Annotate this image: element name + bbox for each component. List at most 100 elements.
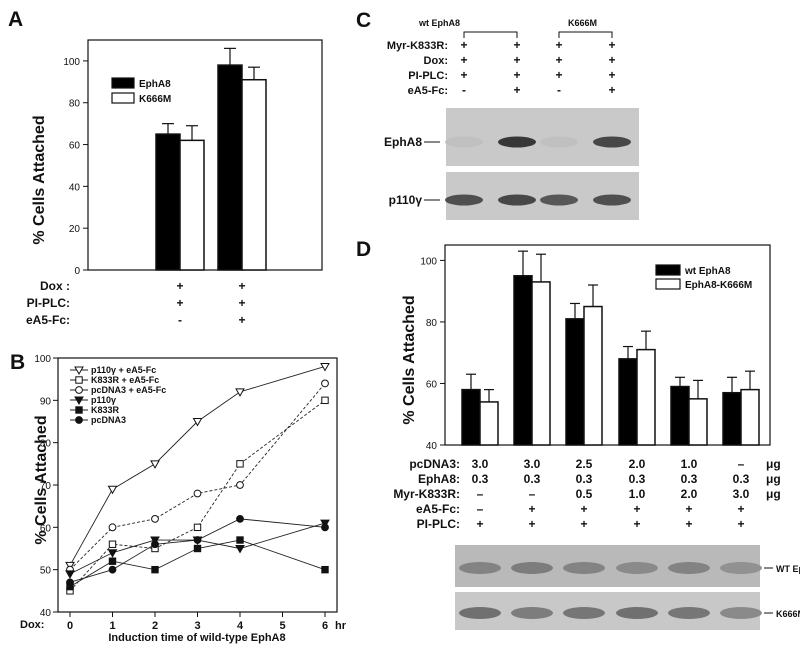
panel-b-data-point <box>151 514 159 523</box>
panel-a-ytick-label: 80 <box>69 99 81 110</box>
panel-d-bar <box>565 318 585 446</box>
panel-d-condition-value: + <box>580 502 587 516</box>
panel-d-blot-band <box>616 562 658 574</box>
panel-d-condition-unit: μg <box>766 472 781 486</box>
panel-d-condition-value: + <box>580 517 587 531</box>
panel-c-label: C <box>356 9 371 32</box>
panel-b-ytick-label: 70 <box>40 481 52 492</box>
panel-b-legend-label: pcDNA3 <box>91 415 126 425</box>
panel-d-bar <box>513 275 533 446</box>
panel-b-series-line <box>69 522 326 575</box>
panel-b-x-unit: hr <box>335 620 347 632</box>
panel-d-ytick-label: 60 <box>426 379 438 390</box>
panel-c-bracket-k666m <box>558 31 613 38</box>
panel-c-condition-value: + <box>460 53 467 67</box>
panel-b-data-point <box>236 460 244 468</box>
panel-c-condition-value: + <box>513 68 520 82</box>
panel-c-condition-value: + <box>555 53 562 67</box>
panel-d-blot-label: K666M <box>776 609 800 619</box>
panel-d-condition-value: – <box>738 457 745 471</box>
panel-c-blot-band <box>593 194 631 206</box>
panel-d-blot-band <box>668 562 710 574</box>
panel-b-data-point <box>321 565 329 574</box>
panel-a-ytick-label: 40 <box>69 182 81 193</box>
panel-b-xtick-label: 0 <box>67 620 73 632</box>
panel-d-condition-label: pcDNA3: <box>409 457 460 471</box>
panel-a-condition-value: + <box>176 296 183 310</box>
panel-c-condition-label: Myr-K833R: <box>387 40 448 52</box>
panel-c-condition-value: + <box>460 68 467 82</box>
panel-a-ylabel: % Cells Attached <box>31 115 48 244</box>
panel-b-legend-label: K833R <box>91 405 120 415</box>
panel-b-ytick-label: 60 <box>40 523 52 534</box>
panel-b-data-point <box>108 540 117 548</box>
panel-c-blot-band <box>593 136 631 148</box>
panel-b-xtick-label: 1 <box>109 620 115 632</box>
panel-b-xtick-label: 3 <box>194 620 200 632</box>
panel-b-legend-label: p110γ <box>91 395 116 405</box>
panel-c-condition-value: + <box>608 83 615 97</box>
panel-d-blot-band <box>459 562 501 574</box>
panel-d-condition-value: + <box>737 517 744 531</box>
panel-a-label: A <box>8 8 23 31</box>
panel-d-condition-value: + <box>737 502 744 516</box>
panel-b-data-point <box>236 536 244 544</box>
panel-b-legend-marker <box>75 406 83 414</box>
panel-a-bar <box>241 78 267 271</box>
panel-d-blot-band <box>563 562 605 574</box>
panel-d-condition-label: EphA8: <box>418 472 460 486</box>
panel-d-ylabel: % Cells Attached <box>401 295 418 424</box>
panel-d-bar <box>722 391 742 446</box>
panel-d-bar <box>636 348 656 446</box>
panel-c-blot-label: EphA8 <box>384 135 422 149</box>
panel-b-legend-marker <box>74 396 84 406</box>
panel-b-ytick-label: 50 <box>40 566 52 577</box>
panel-c-condition-value: + <box>460 38 467 52</box>
panel-a-bar <box>155 133 181 271</box>
panel-d-bar <box>479 401 499 446</box>
panel-c-condition-value: + <box>513 38 520 52</box>
panel-a-condition-label: eA5-Fc: <box>26 313 70 327</box>
panel-b-ytick-label: 80 <box>40 439 52 450</box>
panel-d-legend-swatch <box>655 278 681 290</box>
panel-b-legend-marker <box>74 366 84 376</box>
panel-a-legend-swatch <box>111 92 135 104</box>
panel-a-ytick-label: 100 <box>63 57 80 68</box>
panel-d-blot-strip <box>455 592 760 630</box>
panel-d-condition-value: 3.0 <box>472 457 489 471</box>
panel-b-xtick-label: 4 <box>237 620 244 632</box>
panel-d-legend-label: EphA8-K666M <box>685 280 752 291</box>
panel-b-data-point <box>151 565 159 574</box>
panel-d-blot-band <box>511 562 553 574</box>
panel-b-ytick-label: 100 <box>34 354 51 365</box>
panel-a-frame <box>87 39 323 271</box>
panel-d-legend-swatch <box>655 264 681 276</box>
panel-c-condition-value: + <box>513 53 520 67</box>
panel-a-ytick-label: 20 <box>69 224 81 235</box>
panel-c-condition-label: eA5-Fc: <box>408 85 448 97</box>
panel-d-bar <box>618 358 638 446</box>
panel-c-blot-band <box>540 136 578 148</box>
panel-c-blot-band <box>498 194 536 206</box>
panel-a-condition-label: Dox : <box>40 279 70 293</box>
panel-b-data-point <box>107 485 118 495</box>
panel-d-condition-value: + <box>633 502 640 516</box>
panel-c-condition-value: + <box>513 83 520 97</box>
panel-b-xtick-label: 6 <box>322 620 328 632</box>
panel-b-data-point <box>236 481 244 489</box>
panel-d-condition-value: + <box>685 502 692 516</box>
panel-c-condition-value: - <box>557 83 561 97</box>
panel-b-ylabel: % Cells Attached <box>33 415 50 544</box>
panel-d-condition-value: 0.3 <box>524 472 541 486</box>
panel-b-data-point <box>65 570 75 579</box>
panel-d-condition-value: 0.5 <box>576 487 593 501</box>
panel-d-condition-unit: μg <box>766 487 781 501</box>
panel-d-condition-value: 2.5 <box>576 457 593 471</box>
panel-d-condition-value: 0.3 <box>629 472 646 486</box>
panel-a-condition-value: - <box>178 313 182 327</box>
panel-d-ytick-label: 40 <box>426 441 438 452</box>
panel-a-condition-value: + <box>238 279 245 293</box>
panel-d-bar <box>688 398 708 446</box>
panel-c-condition-value: + <box>555 68 562 82</box>
